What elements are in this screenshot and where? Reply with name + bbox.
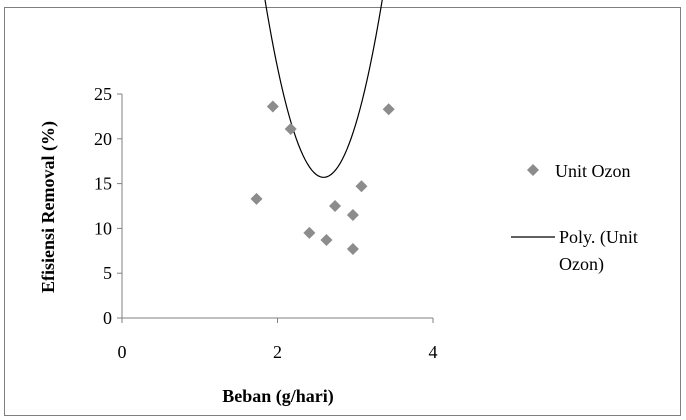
- legend-label-poly-line1: Poly. (Unit: [559, 227, 638, 248]
- y-tick-label: 20: [94, 129, 112, 149]
- x-axis-title: Beban (g/hari): [222, 386, 334, 407]
- x-tick-label: 0: [118, 342, 127, 362]
- legend-label-poly-line2: Ozon): [559, 254, 604, 275]
- data-point-diamond: [266, 100, 279, 113]
- y-tick-label: 10: [94, 218, 112, 238]
- data-point-diamond: [284, 122, 297, 135]
- data-point-diamond: [346, 243, 359, 256]
- data-point-diamond: [329, 200, 342, 212]
- data-point-diamond: [346, 208, 359, 221]
- data-point-diamond: [382, 103, 395, 116]
- data-point-diamond: [320, 234, 333, 247]
- y-tick-label: 5: [103, 263, 112, 283]
- data-point-diamond: [250, 192, 263, 205]
- y-tick-label: 15: [94, 174, 112, 194]
- data-point-diamond: [355, 180, 368, 193]
- legend-label-unit-ozon: Unit Ozon: [555, 161, 631, 181]
- y-axis-title: Efisiensi Removal (%): [38, 121, 59, 293]
- legend-marker-unit-ozon: [527, 164, 539, 176]
- y-tick-label: 0: [103, 308, 112, 328]
- data-points: [250, 100, 395, 256]
- x-tick-label: 2: [273, 342, 282, 362]
- y-tick-label: 25: [94, 84, 112, 104]
- legend: Unit Ozon Poly. (Unit Ozon): [511, 161, 638, 275]
- x-tick-label: 4: [429, 342, 438, 362]
- x-ticks: 0 2 4: [118, 318, 438, 362]
- polynomial-trendline: [264, 0, 383, 178]
- chart-frame: [4, 7, 681, 416]
- y-ticks: 0 5 10 15 20 25: [94, 84, 122, 328]
- data-point-diamond: [303, 226, 316, 239]
